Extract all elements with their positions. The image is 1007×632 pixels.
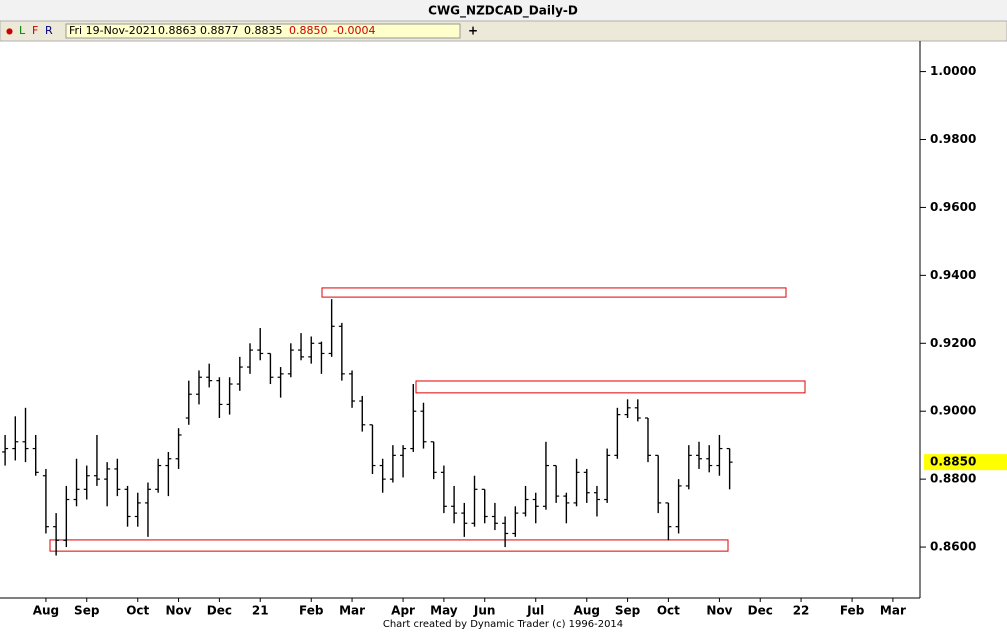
info-change: -0.0004 — [333, 24, 375, 37]
price-zone — [415, 380, 806, 394]
toolbar-plus[interactable]: + — [468, 24, 478, 38]
info-date: Fri 19-Nov-2021 — [69, 24, 157, 37]
price-zone — [49, 539, 729, 552]
toolbar-f[interactable]: F — [32, 24, 38, 37]
price-zone — [321, 287, 787, 298]
x-tick-label: Nov — [706, 604, 732, 618]
x-tick-label: Jul — [526, 604, 544, 618]
title-bar — [0, 0, 1007, 21]
x-tick-label: Apr — [391, 604, 415, 618]
x-tick-label: Jun — [473, 604, 496, 618]
y-tick-label: 0.8600 — [930, 540, 976, 554]
info-box — [65, 23, 461, 39]
x-tick-label: Mar — [880, 604, 906, 618]
info-high: 0.8877 — [200, 24, 239, 37]
footer: Chart created by Dynamic Trader (c) 1996… — [383, 619, 623, 630]
x-tick-label: 21 — [252, 604, 269, 618]
x-tick-label: May — [430, 604, 458, 618]
y-tick-label: 0.8800 — [930, 472, 976, 486]
y-tick-label: 0.9000 — [930, 404, 976, 418]
x-tick-label: Feb — [299, 604, 324, 618]
toolbar-l[interactable]: L — [19, 24, 26, 37]
y-tick-label: 0.9800 — [930, 132, 976, 146]
x-tick-label: 22 — [793, 604, 810, 618]
x-tick-label: Aug — [574, 604, 600, 618]
last-price-label: 0.8850 — [930, 455, 976, 469]
x-tick-label: Mar — [339, 604, 365, 618]
x-tick-label: Dec — [207, 604, 232, 618]
x-tick-label: Oct — [657, 604, 680, 618]
y-tick-label: 0.9600 — [930, 200, 976, 214]
x-tick-label: Feb — [840, 604, 865, 618]
x-tick-label: Dec — [748, 604, 773, 618]
y-tick-label: 1.0000 — [930, 64, 976, 78]
toolbar-r[interactable]: R — [45, 24, 53, 37]
x-tick-label: Sep — [615, 604, 641, 618]
last-price-box — [924, 454, 1007, 471]
toolbar-dot[interactable]: ● — [6, 27, 13, 36]
y-tick-label: 0.9400 — [930, 268, 976, 282]
info-open: 0.8863 — [158, 24, 197, 37]
chart-title: CWG_NZDCAD_Daily-D — [428, 4, 578, 19]
x-tick-label: Sep — [74, 604, 100, 618]
x-tick-label: Nov — [166, 604, 192, 618]
info-low: 0.8835 — [244, 24, 283, 37]
y-tick-label: 0.9200 — [930, 336, 976, 350]
x-tick-label: Oct — [126, 604, 149, 618]
info-close: 0.8850 — [289, 24, 328, 37]
x-tick-label: Aug — [33, 604, 59, 618]
